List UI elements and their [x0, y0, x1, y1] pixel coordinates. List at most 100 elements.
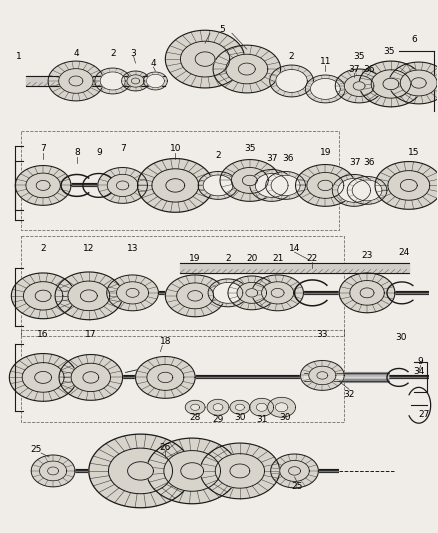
Polygon shape — [23, 281, 63, 310]
Polygon shape — [400, 70, 437, 96]
Polygon shape — [191, 404, 200, 410]
Text: 14: 14 — [289, 244, 300, 253]
Text: 34: 34 — [413, 367, 424, 376]
Text: 24: 24 — [398, 247, 410, 256]
Polygon shape — [296, 165, 355, 206]
Text: 9: 9 — [96, 148, 102, 157]
Polygon shape — [318, 180, 333, 191]
Polygon shape — [138, 158, 213, 212]
Polygon shape — [180, 41, 230, 77]
Polygon shape — [35, 372, 52, 383]
Polygon shape — [122, 71, 149, 91]
Polygon shape — [388, 171, 430, 200]
Polygon shape — [353, 82, 365, 90]
Text: 20: 20 — [246, 254, 258, 263]
Polygon shape — [246, 289, 258, 297]
Polygon shape — [231, 167, 268, 193]
Text: 7: 7 — [120, 144, 126, 153]
Polygon shape — [242, 175, 257, 185]
Polygon shape — [256, 403, 267, 411]
Polygon shape — [208, 279, 248, 307]
Text: 35: 35 — [383, 46, 395, 55]
Polygon shape — [230, 400, 250, 414]
Polygon shape — [36, 181, 50, 190]
Polygon shape — [180, 263, 409, 273]
Polygon shape — [347, 176, 387, 204]
Polygon shape — [268, 397, 296, 417]
Text: 23: 23 — [361, 251, 373, 260]
Polygon shape — [152, 169, 199, 202]
Text: 4: 4 — [151, 59, 156, 68]
Polygon shape — [158, 372, 173, 383]
Text: 37: 37 — [350, 158, 361, 167]
Polygon shape — [237, 282, 267, 303]
Polygon shape — [280, 461, 309, 481]
Polygon shape — [146, 438, 238, 504]
Text: 19: 19 — [189, 254, 201, 263]
Polygon shape — [300, 360, 344, 390]
Polygon shape — [352, 180, 382, 201]
Text: 35: 35 — [244, 144, 255, 153]
Polygon shape — [131, 78, 140, 84]
Polygon shape — [188, 290, 203, 301]
Text: 30: 30 — [234, 413, 246, 422]
Polygon shape — [48, 467, 59, 475]
Polygon shape — [83, 372, 99, 383]
Polygon shape — [339, 273, 395, 313]
Text: 27: 27 — [418, 410, 429, 419]
Polygon shape — [26, 76, 165, 86]
Polygon shape — [371, 70, 410, 98]
Text: 12: 12 — [83, 244, 95, 253]
Text: 25: 25 — [31, 445, 42, 454]
Text: 9: 9 — [418, 357, 424, 366]
Polygon shape — [69, 76, 83, 86]
Text: 32: 32 — [343, 390, 355, 399]
Text: 10: 10 — [170, 144, 181, 153]
Text: 2: 2 — [289, 52, 294, 61]
Polygon shape — [144, 72, 167, 90]
Polygon shape — [165, 30, 245, 88]
Polygon shape — [213, 45, 281, 93]
Polygon shape — [35, 290, 51, 302]
Text: 30: 30 — [279, 413, 290, 422]
Polygon shape — [309, 366, 336, 385]
Text: 30: 30 — [395, 333, 406, 342]
Polygon shape — [126, 288, 139, 297]
Polygon shape — [238, 63, 255, 75]
Polygon shape — [81, 290, 97, 302]
Text: 11: 11 — [320, 56, 331, 66]
Polygon shape — [127, 75, 144, 87]
Polygon shape — [59, 69, 93, 93]
Text: 2: 2 — [225, 254, 231, 263]
Polygon shape — [117, 181, 129, 190]
Text: 16: 16 — [37, 330, 49, 339]
Polygon shape — [68, 281, 110, 311]
Text: 33: 33 — [317, 330, 328, 339]
Polygon shape — [255, 173, 288, 197]
Text: 17: 17 — [85, 330, 96, 339]
Polygon shape — [200, 443, 279, 499]
Polygon shape — [39, 461, 67, 481]
Text: 3: 3 — [131, 49, 136, 58]
Text: 25: 25 — [292, 482, 303, 491]
Polygon shape — [335, 69, 383, 103]
Polygon shape — [181, 463, 204, 479]
Polygon shape — [165, 275, 225, 317]
Polygon shape — [100, 72, 125, 90]
Polygon shape — [146, 74, 164, 88]
Polygon shape — [226, 54, 268, 84]
Polygon shape — [127, 462, 153, 480]
Polygon shape — [213, 403, 223, 411]
Polygon shape — [360, 288, 374, 298]
Polygon shape — [350, 280, 384, 305]
Text: 4: 4 — [73, 49, 79, 58]
Text: 2: 2 — [40, 244, 46, 253]
Polygon shape — [164, 450, 220, 491]
Polygon shape — [252, 275, 304, 311]
Polygon shape — [344, 76, 374, 96]
Polygon shape — [198, 172, 238, 199]
Text: 36: 36 — [363, 158, 375, 167]
Polygon shape — [228, 276, 276, 310]
Polygon shape — [311, 78, 340, 99]
Polygon shape — [271, 454, 318, 488]
